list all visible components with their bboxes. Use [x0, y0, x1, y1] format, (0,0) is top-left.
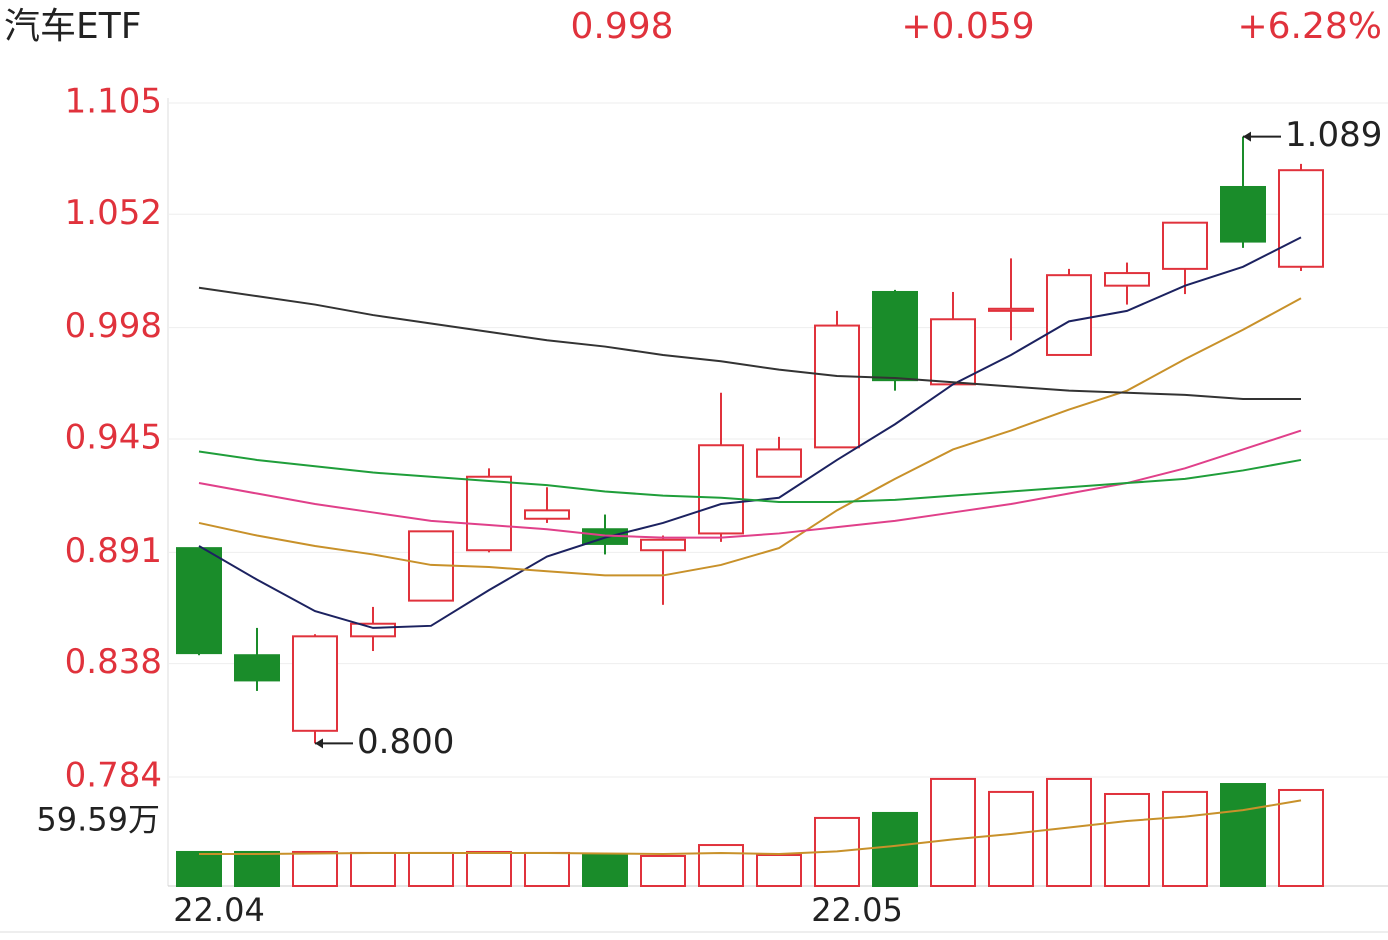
volume-bar — [466, 850, 512, 888]
candle-body — [1046, 274, 1092, 356]
annotation: 1.089 — [1285, 115, 1382, 155]
volume-bar — [1162, 790, 1208, 887]
x-tick-label: 22.04 — [173, 891, 265, 929]
ma-line — [198, 297, 1302, 577]
y-tick-label: 59.59万 — [36, 800, 160, 838]
volume-bar — [1220, 783, 1266, 888]
y-tick-label: 0.784 — [65, 756, 162, 796]
candle-body — [1104, 272, 1150, 287]
y-tick-label: 0.891 — [65, 531, 162, 571]
volume-bar — [756, 854, 802, 888]
ma-line — [198, 236, 1302, 629]
candle-body — [466, 475, 512, 552]
y-tick-label: 0.998 — [65, 306, 162, 346]
y-tick-label: 1.105 — [65, 82, 162, 122]
x-tick-label: 22.05 — [811, 891, 903, 929]
volume-bar — [1104, 792, 1150, 888]
candle-body — [176, 547, 222, 655]
candle-body — [1220, 185, 1266, 243]
candle-body — [234, 654, 280, 682]
change: +0.059 — [901, 6, 1034, 47]
y-tick-label: 0.838 — [65, 642, 162, 682]
volume-bar — [988, 790, 1034, 887]
volume-bar — [1046, 777, 1092, 887]
candle-body — [292, 635, 338, 732]
volume-bar — [872, 811, 918, 888]
volume-bar — [234, 850, 280, 888]
volume-bar — [582, 854, 628, 888]
ma-line — [198, 286, 1301, 401]
volume-ma-line — [199, 799, 1302, 856]
title: 汽车ETF — [4, 6, 141, 47]
volume-bar — [930, 777, 976, 887]
volume-bar — [640, 854, 686, 887]
ma-line — [198, 429, 1302, 539]
volume-bar — [408, 851, 454, 887]
change-pct: +6.28% — [1237, 6, 1382, 47]
annotation: 0.800 — [357, 722, 454, 762]
y-tick-label: 1.052 — [65, 193, 162, 233]
volume-bar — [176, 850, 222, 888]
ma-line — [198, 450, 1302, 503]
annotation-arrowhead — [1243, 131, 1251, 142]
candle-body — [350, 622, 396, 638]
volume-bar — [350, 851, 396, 887]
candle-body — [1162, 221, 1208, 270]
candle-body — [872, 290, 918, 382]
candle-body — [640, 538, 686, 552]
y-tick-label: 0.945 — [65, 417, 162, 457]
candle-body — [988, 307, 1034, 312]
volume-bar — [292, 850, 338, 888]
candle-body — [814, 324, 860, 449]
candle-body — [930, 318, 976, 386]
candle-body — [698, 444, 744, 535]
candle-body — [1278, 169, 1324, 268]
volume-bar — [1278, 788, 1324, 887]
annotation-arrowhead — [315, 738, 323, 749]
price: 0.998 — [570, 6, 673, 47]
candle-body — [756, 448, 802, 478]
volume-bar — [698, 844, 744, 888]
volume-bar — [524, 851, 570, 887]
candle-body — [524, 509, 570, 520]
